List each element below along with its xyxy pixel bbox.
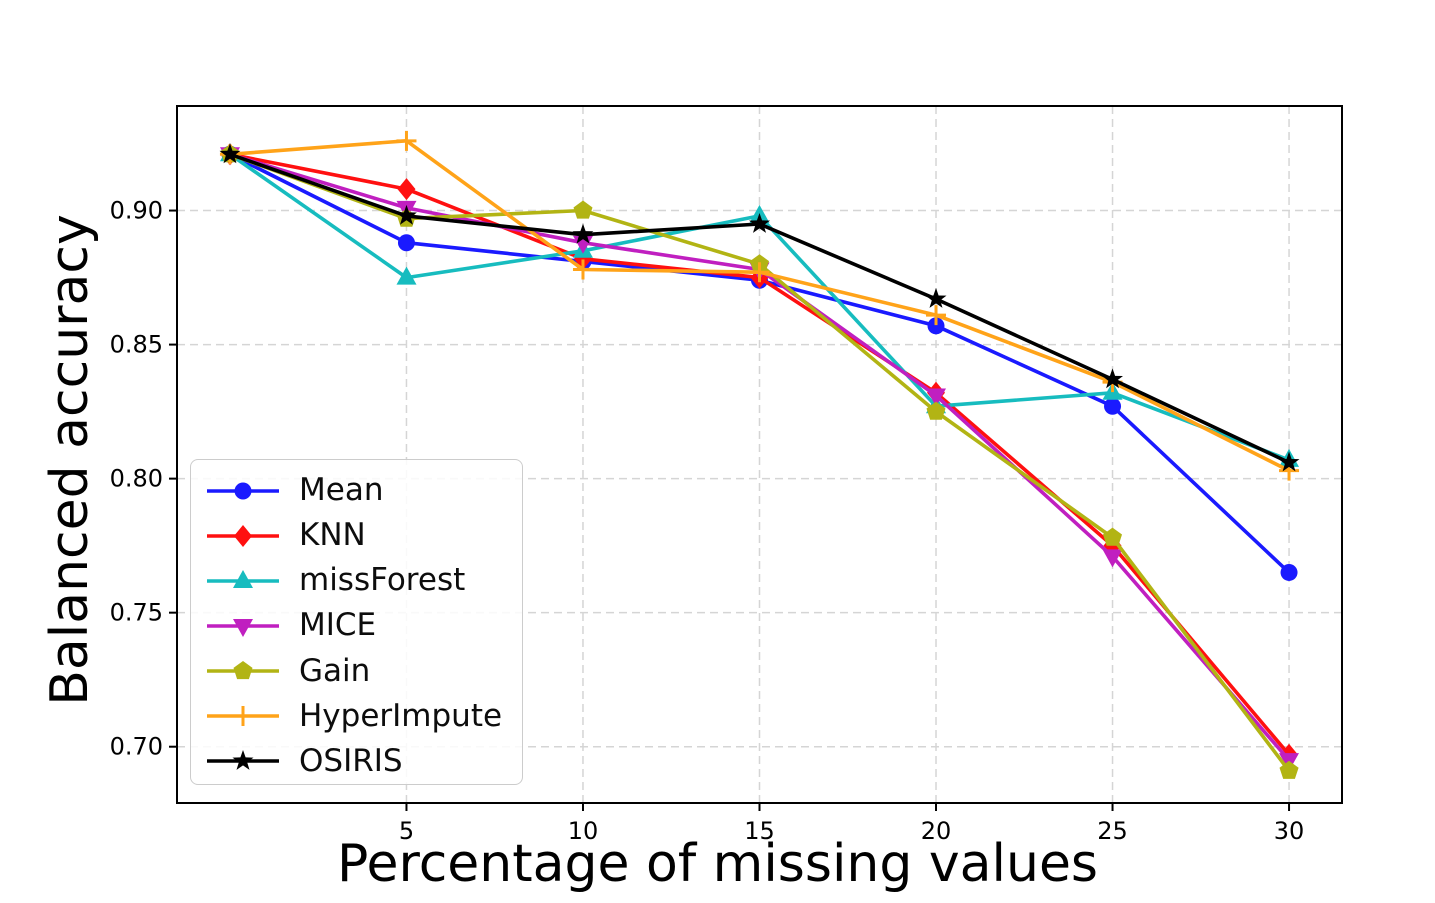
legend-sample-diamond-icon [207,524,279,547]
marker-circle [397,234,415,252]
legend-label: Gain [299,652,371,689]
legend-item-missforest: missForest [203,559,522,603]
legend-item-mean: Mean [203,469,522,513]
marker-triangle-down [233,618,253,637]
marker-triangle-up [396,266,417,285]
marker-star [925,288,947,308]
marker-diamond [397,178,416,201]
legend-label: HyperImpute [299,697,503,734]
marker-circle [927,317,945,335]
legend-sample-plus-icon [207,706,279,727]
marker-plus [233,706,253,727]
legend-sample-triangle-up-icon [207,569,279,588]
x-tick-label: 20 [921,817,952,845]
x-tick-label: 25 [1097,817,1128,845]
series-osiris [219,143,1300,472]
marker-star [1102,368,1123,389]
marker-star [396,204,417,225]
legend-sample-pentagon-icon [207,661,279,680]
marker-plus [749,262,770,283]
legend-item-osiris: OSIRIS [203,739,522,783]
legend-item-gain: Gain [203,649,522,693]
marker-plus [926,305,947,326]
marker-pentagon [1103,527,1122,546]
y-tick-label: 0.80 [110,465,163,493]
marker-plus [396,130,417,151]
y-tick-label: 0.75 [110,599,163,627]
legend-label: OSIRIS [299,742,403,779]
marker-pentagon [233,661,253,680]
marker-pentagon [573,200,593,219]
legend-item-hyperimpute: HyperImpute [203,694,522,738]
marker-pentagon [926,401,946,420]
x-tick-label: 30 [1274,817,1305,845]
y-axis-label: Balanced accuracy [40,214,100,706]
marker-circle [234,482,252,500]
marker-star [232,750,254,771]
x-tick-label: 15 [744,817,775,845]
legend-sample-star-icon [207,750,279,771]
marker-plus [572,259,593,280]
y-tick-label: 0.70 [110,733,163,761]
legend-item-knn: KNN [203,514,522,558]
marker-diamond [234,524,252,547]
x-axis-label: Percentage of missing values [336,834,1099,894]
y-tick-label: 0.90 [110,197,163,225]
marker-triangle-down [1102,549,1123,568]
legend: Mean KNN missForest MICE Gain HyperImpute OSIR… [190,459,523,785]
marker-star [219,143,241,164]
legend-sample-triangle-down-icon [207,618,279,637]
marker-triangle-down [926,388,946,407]
legend-item-mice: MICE [203,604,522,648]
marker-circle [1280,563,1298,581]
marker-star [1278,451,1300,472]
legend-label: missForest [299,562,466,599]
legend-label: MICE [299,607,377,644]
marker-circle [1104,397,1122,415]
legend-label: Mean [299,472,384,509]
x-tick-label: 10 [568,817,599,845]
marker-star [749,213,770,233]
legend-label: KNN [299,517,366,554]
marker-star [572,223,594,244]
marker-triangle-up [233,569,253,588]
y-tick-label: 0.85 [110,331,163,359]
x-tick-label: 5 [399,817,414,845]
legend-sample-circle-icon [207,482,279,500]
marker-pentagon [1279,760,1299,779]
